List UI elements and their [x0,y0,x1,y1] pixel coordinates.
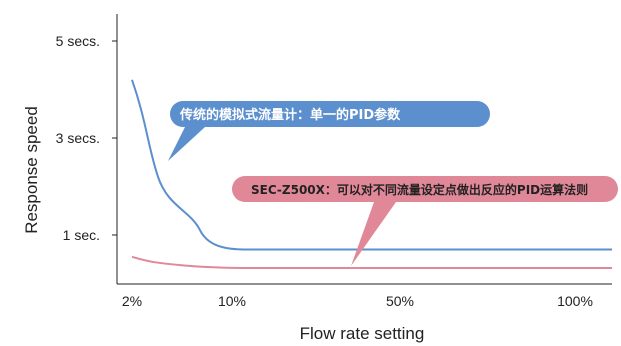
callout-analog: 传统的模拟式流量计：单一的PID参数 [168,101,490,161]
callout-sec-z500x-bubble [232,176,618,266]
callout-sec-z500x-text: SEC-Z500X：可以对不同流量设定点做出反应的PID运算法则 [251,182,588,197]
callout-analog-text: 传统的模拟式流量计：单一的PID参数 [179,107,401,123]
y-axis-label: Response speed [22,106,41,234]
x-tick-label: 10% [218,293,246,309]
x-axis-label: Flow rate setting [300,324,425,343]
y-tick-label: 5 secs. [56,33,100,49]
callout-analog-bubble [168,101,490,161]
x-tick-label: 100% [557,293,593,309]
callout-sec-z500x: SEC-Z500X：可以对不同流量设定点做出反应的PID运算法则 [232,176,618,266]
y-tick-label: 1 sec. [63,227,100,243]
x-tick-label: 50% [386,293,414,309]
y-tick-label: 3 secs. [56,130,100,146]
x-tick-label: 2% [122,293,142,309]
series-line-analog [131,79,612,251]
series-line-sec-z500x [131,255,612,269]
